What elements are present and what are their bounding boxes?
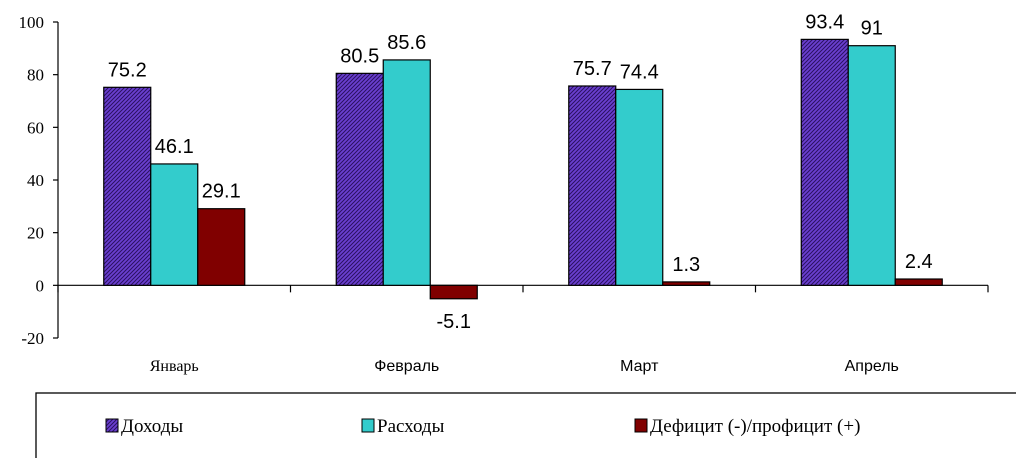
bar-value-label: 46.1 xyxy=(155,136,194,158)
legend-label: Дефицит (-)/профицит (+) xyxy=(650,416,860,437)
bar-value-label: 74.4 xyxy=(620,61,659,83)
axes: -20 0 20 40 60 80 100 Январь Февраль Март Апрель xyxy=(19,13,989,375)
bar xyxy=(197,208,246,286)
data-labels: 75.2 80.5 75.7 93.4 46.1 85.6 74.4 91 29.1 -5.1 1.… xyxy=(108,11,933,332)
bar xyxy=(150,163,199,286)
bar-value-label: 75.2 xyxy=(108,59,147,81)
bar xyxy=(335,72,384,286)
legend: Доходы Расходы Дефицит (-)/профицит (+) xyxy=(35,392,1016,458)
bar xyxy=(894,278,943,286)
bar xyxy=(103,86,152,286)
bar-value-label: 75.7 xyxy=(573,58,612,80)
x-category-label: Февраль xyxy=(374,358,439,375)
legend-label: Расходы xyxy=(377,416,445,437)
legend-label: Доходы xyxy=(121,416,183,437)
bar-value-label: -5.1 xyxy=(437,311,471,333)
bar xyxy=(662,281,711,286)
y-tick-label: 40 xyxy=(27,171,44,190)
bar-value-label: 80.5 xyxy=(340,45,379,67)
y-tick-label: 0 xyxy=(36,276,45,295)
bar xyxy=(429,284,478,300)
y-tick-label: 80 xyxy=(27,66,44,85)
bar xyxy=(615,88,664,286)
bar-value-label: 2.4 xyxy=(905,251,933,273)
legend-swatch xyxy=(634,418,648,433)
x-category-label: Март xyxy=(620,358,659,375)
y-tick-label: 20 xyxy=(27,224,44,243)
y-tick-label: 100 xyxy=(19,13,45,32)
x-category-label: Январь xyxy=(150,358,199,375)
bar-value-label: 93.4 xyxy=(805,11,844,33)
bar xyxy=(847,45,896,286)
bar-value-label: 91 xyxy=(861,18,883,40)
bar xyxy=(800,38,849,286)
bar-value-label: 29.1 xyxy=(202,181,241,203)
bar xyxy=(568,85,617,286)
bars xyxy=(103,38,943,300)
bar-value-label: 85.6 xyxy=(387,32,426,54)
y-tick-label: -20 xyxy=(21,329,44,348)
x-category-label: Апрель xyxy=(845,358,899,375)
y-tick-label: 60 xyxy=(27,118,44,137)
bar xyxy=(382,59,431,286)
legend-swatch xyxy=(105,418,119,433)
legend-box xyxy=(35,392,1016,458)
bar-value-label: 1.3 xyxy=(672,254,700,276)
legend-swatch xyxy=(361,418,375,433)
